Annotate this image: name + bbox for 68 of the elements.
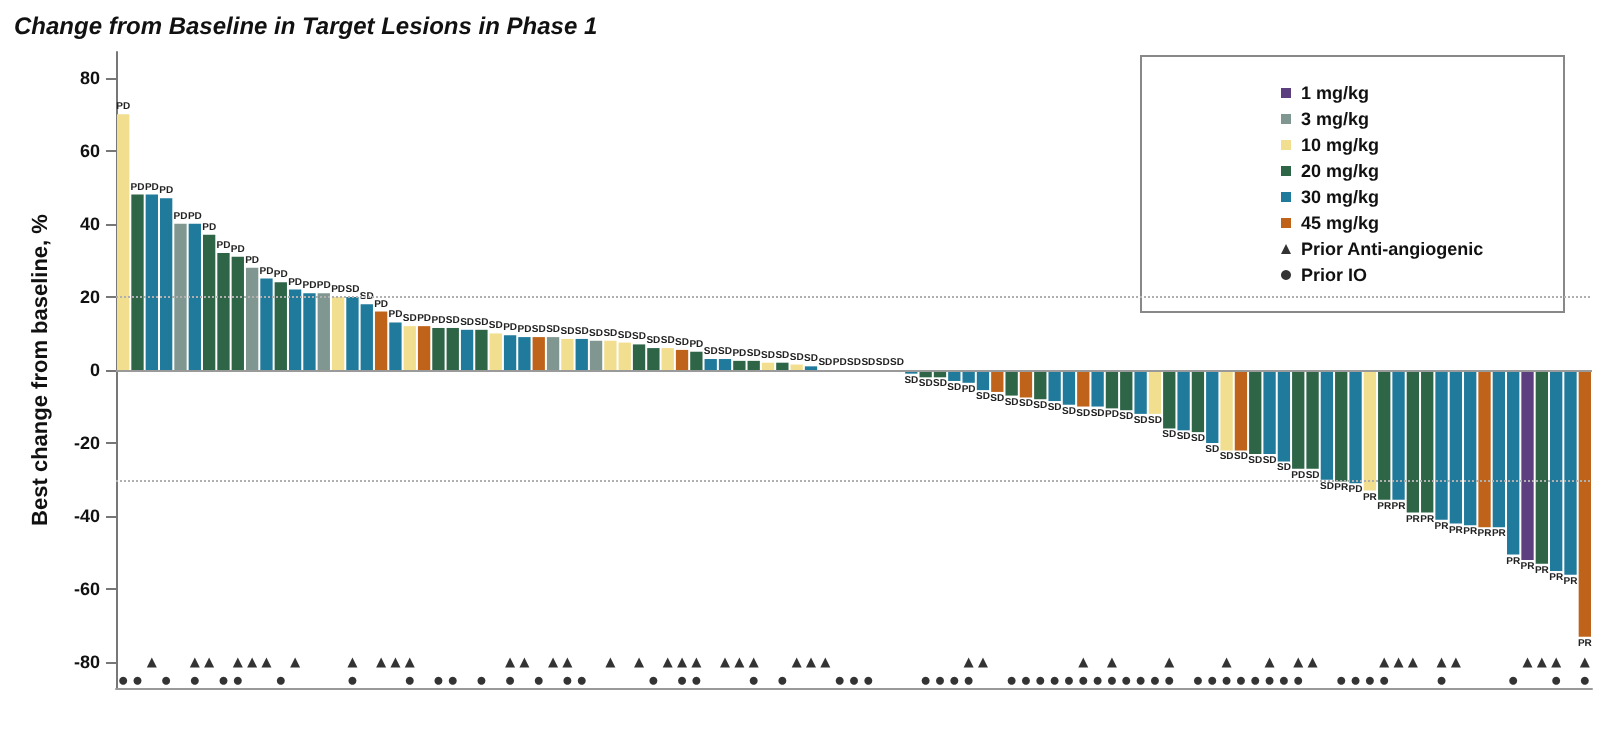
bar [561,338,574,370]
bar [1363,370,1377,491]
bar [776,362,789,370]
bar [1349,370,1362,484]
bar [532,337,545,370]
bar [1521,370,1534,561]
bar [761,362,775,370]
bar [174,223,187,370]
legend-label: 10 mg/kg [1300,135,1380,155]
bar [1249,370,1262,455]
bar [403,326,416,370]
bar [1220,370,1233,451]
y-tick-label: -80 [73,652,100,673]
bar [1320,370,1334,480]
legend-label: 45 mg/kg [1300,213,1380,233]
bar [1578,370,1591,637]
bar [1191,370,1205,433]
bar [1134,370,1147,414]
legend-label: Prior Anti-angiogenic [1300,239,1484,259]
bar [589,340,603,370]
legend-label: 30 mg/kg [1300,187,1380,207]
bar [1378,370,1391,500]
bar [131,194,144,370]
bar [661,348,674,370]
bar [1335,370,1348,482]
bar [1034,370,1047,400]
bar [317,293,330,370]
bar [475,329,488,370]
bar [245,267,259,370]
bar [1206,370,1219,444]
bar [575,338,588,370]
bar [1005,370,1018,396]
y-tick-label: -60 [73,579,100,600]
bar [1234,370,1248,451]
legend-label: 3 mg/kg [1300,109,1370,129]
y-tick-label: 0 [89,360,100,380]
bar [1091,370,1104,407]
bar [1163,370,1176,429]
bar [374,311,388,370]
legend-label: 20 mg/kg [1300,161,1380,181]
legend-label: Prior IO [1300,265,1368,285]
bar [1148,370,1162,414]
bar [690,351,703,370]
bar [260,278,273,370]
bar [117,114,130,370]
y-tick-label: -20 [73,433,100,454]
bar [274,282,287,370]
bar [417,326,431,370]
y-tick-label: 20 [79,286,100,307]
y-tick-label: 80 [79,67,100,88]
bar [389,322,402,370]
y-tick-label: -40 [73,506,100,527]
bar [675,349,689,370]
bar [1535,370,1549,564]
bar [546,337,560,370]
y-tick-label: 40 [79,213,100,234]
bar [489,333,502,370]
bar [1077,370,1090,407]
bar [1177,370,1190,431]
y-axis-title: Best change from baseline, % [29,213,54,526]
bar [1392,370,1405,500]
y-tick-label: 60 [79,140,100,161]
bar [1478,370,1491,528]
bar [460,329,474,370]
chart-title: Change from Baseline in Target Lesions in Phase 1 [14,12,598,40]
bar [331,296,345,370]
legend-label: 1 mg/kg [1300,83,1370,103]
bar [188,223,201,370]
